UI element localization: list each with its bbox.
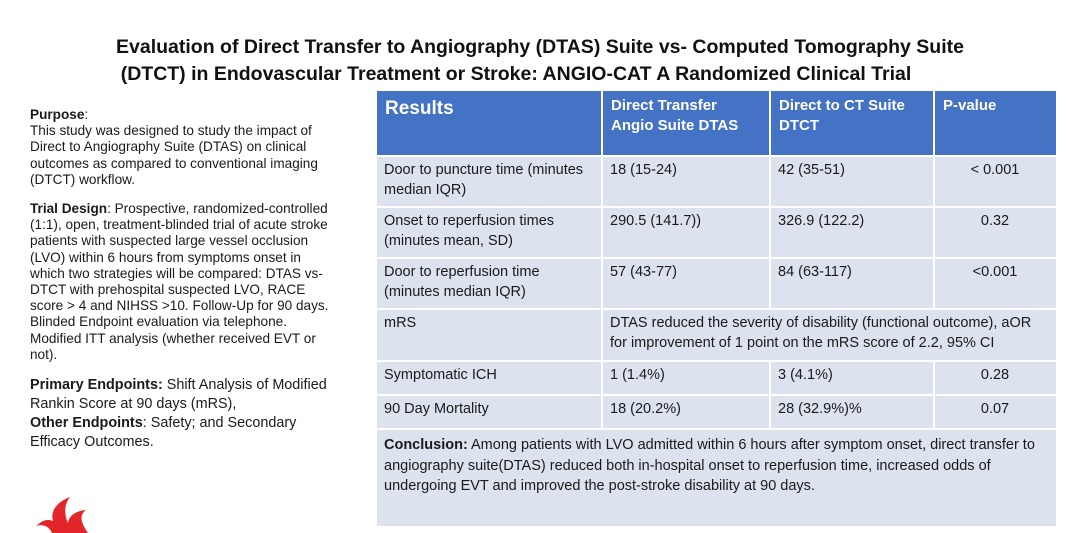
p-value: <0.001 (933, 257, 1058, 310)
primary-endpoints-label: Primary Endpoints: (30, 377, 163, 394)
purpose-text: This study was designed to study the imp… (30, 123, 318, 187)
trial-design-text: : Prospective, randomized-controlled (1:… (30, 201, 329, 362)
p-value: 0.07 (933, 394, 1058, 430)
trial-design-section: Trial Design: Prospective, randomized-co… (30, 201, 330, 363)
mrs-result: DTAS reduced the severity of disability … (601, 308, 1058, 362)
header-dtct: Direct to CT Suite DTCT (769, 89, 935, 157)
other-endpoints-text: : Safety; and Secondary Efficacy Outcome… (30, 415, 297, 451)
p-value: < 0.001 (933, 155, 1058, 208)
table-row: 90 Day Mortality 18 (20.2%) 28 (32.9%)% … (375, 394, 1058, 430)
p-value: 0.28 (933, 360, 1058, 396)
purpose-label: Purpose (30, 107, 85, 122)
header-dtas: Direct Transfer Angio Suite DTAS (601, 89, 771, 157)
dtct-value: 28 (32.9%)% (769, 394, 935, 430)
study-summary: Purpose: This study was designed to stud… (30, 107, 330, 465)
dtct-value: 42 (35-51) (769, 155, 935, 208)
endpoints-section: Primary Endpoints: Shift Analysis of Mod… (30, 376, 330, 452)
conclusion-cell: Conclusion: Among patients with LVO admi… (375, 428, 1058, 528)
table-row: Symptomatic ICH 1 (1.4%) 3 (4.1%) 0.28 (375, 360, 1058, 396)
table-row: Onset to reperfusion times (minutes mean… (375, 206, 1058, 259)
header-results: Results (375, 89, 603, 157)
dtct-value: 326.9 (122.2) (769, 206, 935, 259)
dtct-value: 84 (63-117) (769, 257, 935, 310)
header-pvalue: P-value (933, 89, 1058, 157)
dtas-value: 290.5 (141.7)) (601, 206, 771, 259)
dtas-value: 18 (20.2%) (601, 394, 771, 430)
row-label: Symptomatic ICH (375, 360, 603, 396)
page-title: Evaluation of Direct Transfer to Angiogr… (0, 34, 1080, 88)
dtas-value: 57 (43-77) (601, 257, 771, 310)
conclusion-row: Conclusion: Among patients with LVO admi… (375, 428, 1058, 528)
conclusion-label: Conclusion: (384, 437, 468, 453)
title-line-2: (DTCT) in Endovascular Treatment or Stro… (120, 63, 912, 85)
row-label: Onset to reperfusion times (minutes mean… (375, 206, 603, 259)
primary-endpoints-text: Shift Analysis of Modified Rankin Score … (30, 377, 327, 413)
trial-design-label: Trial Design (30, 201, 108, 217)
dtct-value: 3 (4.1%) (769, 360, 935, 396)
p-value: 0.32 (933, 206, 1058, 259)
flame-logo-icon (36, 497, 88, 533)
purpose-section: Purpose: This study was designed to stud… (30, 107, 318, 187)
table-header-row: Results Direct Transfer Angio Suite DTAS… (375, 89, 1058, 157)
results-table: Results Direct Transfer Angio Suite DTAS… (375, 89, 1058, 528)
row-label: Door to puncture time (minutes median IQ… (375, 155, 603, 208)
dtas-value: 18 (15-24) (601, 155, 771, 208)
table-row: mRS DTAS reduced the severity of disabil… (375, 308, 1058, 362)
row-label: 90 Day Mortality (375, 394, 603, 430)
table-row: Door to reperfusion time (minutes median… (375, 257, 1058, 310)
title-line-1: Evaluation of Direct Transfer to Angiogr… (116, 36, 964, 58)
other-endpoints-label: Other Endpoints (30, 415, 143, 432)
row-label: mRS (375, 308, 603, 362)
conclusion-text: Among patients with LVO admitted within … (384, 437, 1035, 494)
dtas-value: 1 (1.4%) (601, 360, 771, 396)
row-label: Door to reperfusion time (minutes median… (375, 257, 603, 310)
table-row: Door to puncture time (minutes median IQ… (375, 155, 1058, 208)
